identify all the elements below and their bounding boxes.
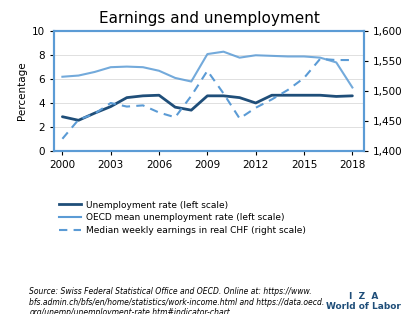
- Text: Source: Swiss Federal Statistical Office and OECD. Online at: https://www.
bfs.a: Source: Swiss Federal Statistical Office…: [29, 287, 324, 314]
- Legend: Unemployment rate (left scale), OECD mean unemployment rate (left scale), Median: Unemployment rate (left scale), OECD mea…: [59, 201, 306, 235]
- Y-axis label: Percentage: Percentage: [17, 62, 27, 120]
- Text: I  Z  A
World of Labor: I Z A World of Labor: [326, 292, 401, 311]
- Title: Earnings and unemployment: Earnings and unemployment: [99, 11, 319, 26]
